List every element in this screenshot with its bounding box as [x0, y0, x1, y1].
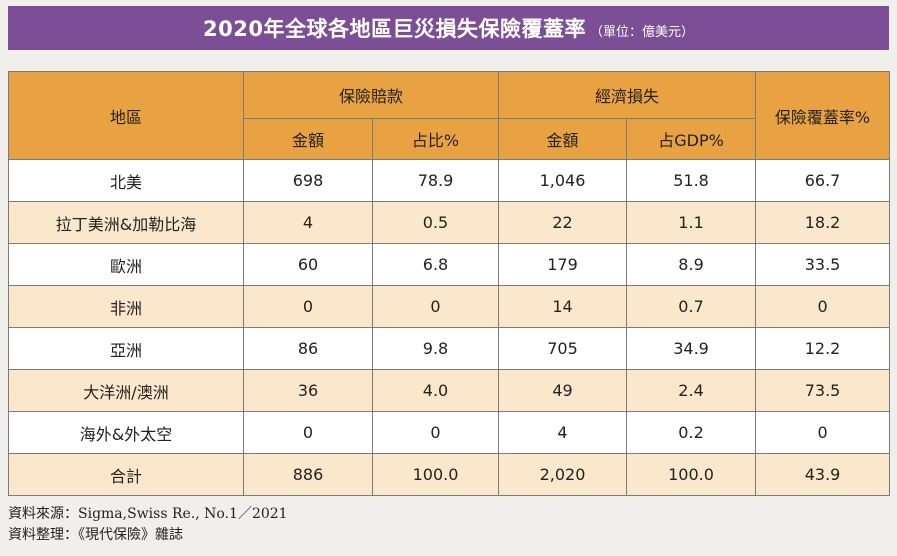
- insured-amount-header: 金額: [243, 118, 373, 160]
- insured-share-cell: 0: [371, 411, 500, 454]
- insured-amount-cell: 86: [243, 327, 373, 370]
- page-title: 2020年全球各地區巨災損失保險覆蓋率: [203, 17, 586, 41]
- gdp-share-cell: 0.2: [626, 411, 757, 454]
- insured-share-cell: 6.8: [371, 243, 500, 286]
- region-cell: 歐洲: [8, 243, 244, 286]
- insured-share-cell: 9.8: [371, 327, 500, 370]
- region-cell: 北美: [8, 159, 244, 202]
- table-row: 北美 698 78.9 1,046 51.8 66.7: [8, 159, 891, 202]
- gdp-share-cell: 2.4: [626, 369, 757, 412]
- region-cell: 海外&外太空: [8, 411, 244, 454]
- coverage-cell: 43.9: [755, 453, 891, 496]
- table-row: 歐洲 60 6.8 179 8.9 33.5: [8, 243, 891, 286]
- region-cell: 亞洲: [8, 327, 244, 370]
- gdp-share-cell: 100.0: [626, 453, 757, 496]
- insured-claims-header: 保險賠款: [242, 71, 500, 119]
- coverage-cell: 0: [755, 285, 891, 328]
- insured-amount-cell: 36: [243, 369, 373, 412]
- region-cell: 合計: [8, 453, 244, 496]
- economic-amount-cell: 2,020: [498, 453, 628, 496]
- unit-note: （單位：億美元）: [589, 24, 694, 40]
- insured-share-cell: 0: [371, 285, 500, 328]
- insured-share-cell: 0.5: [371, 201, 500, 244]
- gdp-share-cell: 34.9: [626, 327, 757, 370]
- table-row: 非洲 0 0 14 0.7 0: [8, 285, 891, 328]
- region-cell: 非洲: [8, 285, 244, 328]
- insured-share-header: 占比%: [371, 118, 500, 160]
- coverage-cell: 73.5: [755, 369, 891, 412]
- insured-amount-cell: 60: [243, 243, 373, 286]
- insured-amount-cell: 0: [243, 285, 373, 328]
- coverage-cell: 18.2: [755, 201, 891, 244]
- economic-amount-cell: 1,046: [498, 159, 628, 202]
- insured-amount-cell: 698: [243, 159, 373, 202]
- coverage-table: 地區 保險賠款 經濟損失 保險覆蓋率% 金額 占比% 金額 占GDP% 北美 6…: [8, 71, 891, 496]
- economic-loss-header: 經濟損失: [498, 71, 757, 119]
- coverage-cell: 12.2: [755, 327, 891, 370]
- region-cell: 拉丁美洲&加勒比海: [8, 201, 244, 244]
- gdp-share-cell: 51.8: [626, 159, 757, 202]
- economic-amount-cell: 49: [498, 369, 628, 412]
- insured-amount-cell: 0: [243, 411, 373, 454]
- coverage-rate-header: 保險覆蓋率%: [755, 71, 891, 160]
- coverage-cell: 66.7: [755, 159, 891, 202]
- table-row: 亞洲 86 9.8 705 34.9 12.2: [8, 327, 891, 370]
- economic-amount-header: 金額: [498, 118, 628, 160]
- table-row: 海外&外太空 0 0 4 0.2 0: [8, 411, 891, 454]
- economic-amount-cell: 179: [498, 243, 628, 286]
- total-row: 合計 886 100.0 2,020 100.0 43.9: [8, 453, 891, 496]
- table-row: 大洋洲/澳洲 36 4.0 49 2.4 73.5: [8, 369, 891, 412]
- table-row: 拉丁美洲&加勒比海 4 0.5 22 1.1 18.2: [8, 201, 891, 244]
- region-column-header: 地區: [8, 71, 244, 160]
- gdp-share-cell: 1.1: [626, 201, 757, 244]
- coverage-cell: 33.5: [755, 243, 891, 286]
- economic-amount-cell: 14: [498, 285, 628, 328]
- insured-amount-cell: 4: [243, 201, 373, 244]
- footer-notes: 資料來源：Sigma,Swiss Re., No.1／2021 資料整理：《現代…: [8, 504, 288, 546]
- compiled-note: 資料整理：《現代保險》雜誌: [8, 527, 183, 543]
- insured-share-cell: 78.9: [371, 159, 500, 202]
- economic-amount-cell: 4: [498, 411, 628, 454]
- gdp-share-cell: 0.7: [626, 285, 757, 328]
- gdp-share-cell: 8.9: [626, 243, 757, 286]
- coverage-cell: 0: [755, 411, 891, 454]
- title-banner: 2020年全球各地區巨災損失保險覆蓋率 （單位：億美元）: [8, 6, 889, 50]
- gdp-share-header: 占GDP%: [626, 118, 757, 160]
- insured-share-cell: 4.0: [371, 369, 500, 412]
- insured-share-cell: 100.0: [371, 453, 500, 496]
- source-note: 資料來源：Sigma,Swiss Re., No.1／2021: [8, 506, 288, 522]
- insured-amount-cell: 886: [243, 453, 373, 496]
- region-cell: 大洋洲/澳洲: [8, 369, 244, 412]
- economic-amount-cell: 22: [498, 201, 628, 244]
- economic-amount-cell: 705: [498, 327, 628, 370]
